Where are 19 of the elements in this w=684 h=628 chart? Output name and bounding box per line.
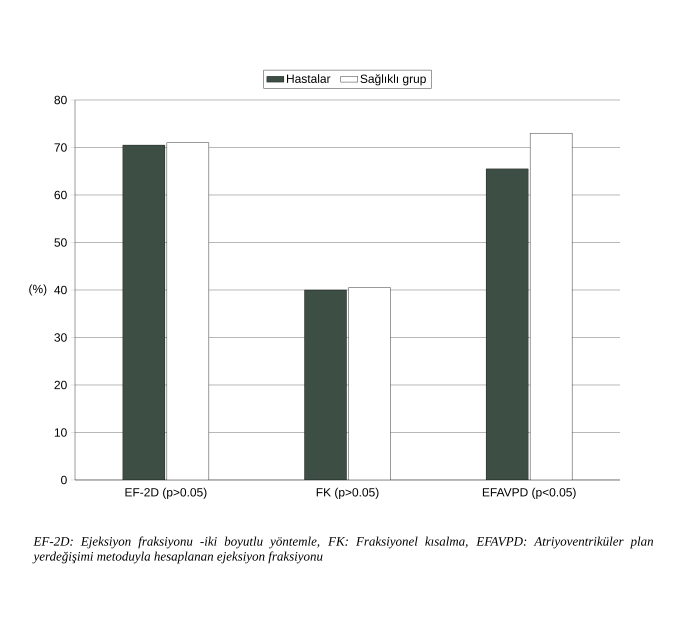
bar <box>122 145 165 480</box>
x-tick-label: FK (p>0.05) <box>316 488 378 499</box>
y-tick-label: 80 <box>54 96 67 104</box>
y-tick-label: 50 <box>54 238 67 247</box>
y-axis-title: (%) <box>29 284 46 296</box>
y-tick-label: 10 <box>54 428 67 437</box>
y-tick-label: 0 <box>61 476 67 484</box>
legend-label: Sağlıklı grup <box>360 74 426 86</box>
y-tick-label: 60 <box>54 190 67 200</box>
x-tick-label: EF-2D (p>0.05) <box>125 488 206 499</box>
bar <box>486 168 528 480</box>
x-tick-label: EFAVPD (p<0.05) <box>482 488 576 499</box>
bar <box>304 290 347 480</box>
y-tick-label: 40 <box>54 286 67 294</box>
legend-label: Hastalar <box>287 74 330 83</box>
y-tick-label: 20 <box>54 380 67 390</box>
y-tick-label: 70 <box>54 143 67 152</box>
text: EF-2D: Ejeksiyon fraksiyonu -iki boyutlu yöntemle, FK: Fraksiyonel kısalma, EFAVPD: Atriyoventriküler plan yerdeğişimi metoduyla hesaplanan ejeksiyon fraksiyonu <box>32 536 654 564</box>
y-tick-label: 30 <box>54 333 67 342</box>
